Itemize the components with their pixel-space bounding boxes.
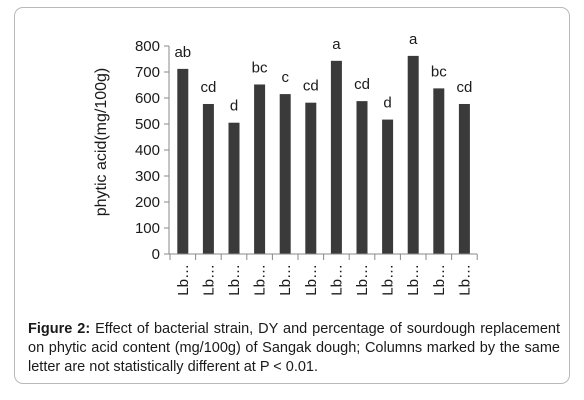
bars — [177, 55, 470, 255]
y-tick-label: 800 — [135, 38, 160, 55]
significance-letter: d — [383, 95, 391, 112]
significance-letter: bc — [431, 63, 447, 80]
bar — [177, 68, 189, 254]
x-tick-label: Lb… — [303, 264, 320, 296]
bar — [330, 60, 342, 254]
x-tick-label: Lb… — [405, 264, 422, 296]
y-tick-label: 300 — [135, 168, 160, 185]
y-tick-label: 200 — [135, 194, 160, 211]
bar — [202, 103, 214, 254]
significance-letter: a — [332, 36, 341, 53]
bar — [433, 88, 445, 254]
y-tick-label: 700 — [135, 64, 160, 81]
bar — [254, 84, 266, 254]
caption-label: Figure 2: — [28, 321, 91, 337]
x-tick-label: Lb… — [456, 264, 473, 296]
significance-letter: a — [409, 31, 418, 48]
significance-letter: bc — [252, 59, 268, 76]
y-tick-label: 500 — [135, 116, 160, 133]
y-tick-label: 100 — [135, 220, 160, 237]
significance-letter: cd — [354, 76, 370, 93]
x-tick-label: Lb… — [380, 264, 397, 296]
x-axis: Lb… Lb… Lb… Lb… Lb… Lb… Lb… Lb… Lb… Lb… Lb… Lb… — [169, 253, 478, 296]
x-tick-label: Lb… — [277, 264, 294, 296]
bar — [228, 122, 240, 254]
bar — [356, 101, 368, 255]
bar — [382, 119, 394, 254]
y-tick-label: 600 — [135, 90, 160, 107]
bar — [279, 94, 291, 254]
bar — [458, 103, 470, 254]
y-tick-label: 0 — [152, 246, 160, 263]
bar — [305, 102, 317, 255]
caption-text: Effect of bacterial strain, DY and perce… — [28, 321, 560, 375]
x-tick-label: Lb… — [226, 264, 243, 296]
bar — [407, 55, 419, 254]
significance-letter: ab — [174, 44, 191, 61]
significance-letter: d — [230, 98, 238, 115]
x-tick-label: Lb… — [175, 264, 192, 296]
x-tick-label: Lb… — [200, 264, 217, 296]
x-tick-label: Lb… — [431, 264, 448, 296]
y-axis-label: phytic acid(mg/100g) — [93, 68, 110, 217]
significance-letter: c — [281, 69, 289, 86]
x-tick-label: Lb… — [328, 264, 345, 296]
y-tick-label: 400 — [135, 142, 160, 159]
significance-letter: cd — [303, 78, 319, 95]
y-axis: 0 100 200 300 400 500 600 700 800 — [135, 38, 170, 263]
significance-letter: cd — [456, 79, 472, 96]
x-tick-label: Lb… — [354, 264, 371, 296]
figure-panel — [14, 7, 570, 384]
figure-caption: Figure 2: Effect of bacterial strain, DY… — [28, 320, 560, 377]
significance-letter: cd — [200, 79, 216, 96]
x-tick-label: Lb… — [252, 264, 269, 296]
bar-chart: phytic acid(mg/100g) 0 100 200 300 400 500 600… — [93, 31, 478, 296]
